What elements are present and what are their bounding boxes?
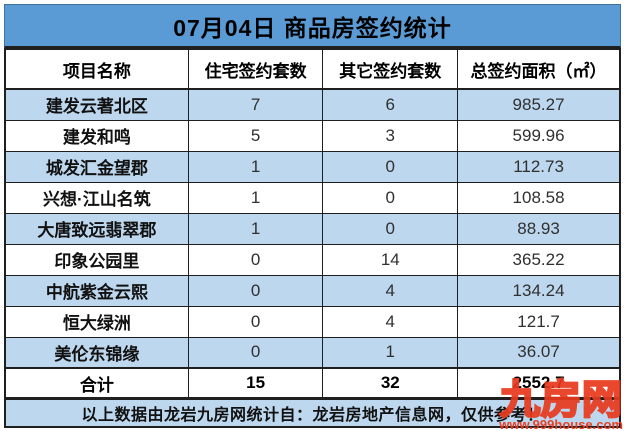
table-row: 兴想·江山名筑 1 0 108.58 bbox=[4, 181, 621, 214]
project-name: 兴想·江山名筑 bbox=[4, 181, 189, 214]
total-area: 134.24 bbox=[457, 274, 621, 307]
total-area-sum: 2552.7 bbox=[457, 367, 621, 399]
total-other-count: 32 bbox=[322, 367, 459, 399]
table-row: 中航紫金云熙 0 4 134.24 bbox=[4, 274, 621, 307]
total-area: 108.58 bbox=[457, 181, 621, 214]
other-count: 1 bbox=[322, 336, 459, 369]
residential-count: 7 bbox=[187, 88, 324, 121]
residential-count: 1 bbox=[187, 150, 324, 183]
col-header-project-name: 项目名称 bbox=[4, 48, 189, 90]
project-name: 印象公园里 bbox=[4, 243, 189, 276]
total-residential-count: 15 bbox=[187, 367, 324, 399]
table-row: 建发云著北区 7 6 985.27 bbox=[4, 88, 621, 121]
residential-count: 1 bbox=[187, 181, 324, 214]
other-count: 4 bbox=[322, 305, 459, 338]
residential-count: 0 bbox=[187, 243, 324, 276]
table-row: 大唐致远翡翠郡 1 0 88.93 bbox=[4, 212, 621, 245]
col-header-residential-units: 住宅签约套数 bbox=[187, 48, 324, 90]
other-count: 14 bbox=[322, 243, 459, 276]
table-row: 恒大绿洲 0 4 121.7 bbox=[4, 305, 621, 338]
project-name: 恒大绿洲 bbox=[4, 305, 189, 338]
other-count: 0 bbox=[322, 212, 459, 245]
project-name: 美伦东锦缘 bbox=[4, 336, 189, 369]
total-area: 365.22 bbox=[457, 243, 621, 276]
total-area: 985.27 bbox=[457, 88, 621, 121]
header-row: 项目名称 住宅签约套数 其它签约套数 总签约面积（㎡） bbox=[4, 48, 621, 90]
other-count: 6 bbox=[322, 88, 459, 121]
other-count: 0 bbox=[322, 181, 459, 214]
residential-count: 0 bbox=[187, 274, 324, 307]
project-name: 大唐致远翡翠郡 bbox=[4, 212, 189, 245]
total-area: 112.73 bbox=[457, 150, 621, 183]
total-area: 88.93 bbox=[457, 212, 621, 245]
total-row: 合计 15 32 2552.7 bbox=[4, 367, 621, 399]
other-count: 0 bbox=[322, 150, 459, 183]
other-count: 3 bbox=[322, 119, 459, 152]
total-label: 合计 bbox=[4, 367, 189, 399]
other-count: 4 bbox=[322, 274, 459, 307]
residential-count: 0 bbox=[187, 305, 324, 338]
total-area: 36.07 bbox=[457, 336, 621, 369]
residential-count: 5 bbox=[187, 119, 324, 152]
residential-count: 1 bbox=[187, 212, 324, 245]
table-row: 美伦东锦缘 0 1 36.07 bbox=[4, 336, 621, 369]
project-name: 中航紫金云熙 bbox=[4, 274, 189, 307]
project-name: 建发和鸣 bbox=[4, 119, 189, 152]
signing-stats-table: 项目名称 住宅签约套数 其它签约套数 总签约面积（㎡） 建发云著北区 7 6 9… bbox=[4, 48, 621, 399]
project-name: 建发云著北区 bbox=[4, 88, 189, 121]
stats-sheet: 07月04日 商品房签约统计 项目名称 住宅签约套数 其它签约套数 总签约面积（… bbox=[4, 4, 623, 431]
total-area: 599.96 bbox=[457, 119, 621, 152]
total-area: 121.7 bbox=[457, 305, 621, 338]
col-header-other-units: 其它签约套数 bbox=[322, 48, 459, 90]
table-row: 建发和鸣 5 3 599.96 bbox=[4, 119, 621, 152]
project-name: 城发汇金望郡 bbox=[4, 150, 189, 183]
col-header-total-area: 总签约面积（㎡） bbox=[457, 48, 621, 90]
data-source-note: 以上数据由龙岩九房网统计自：龙岩房地产信息网，仅供参考！ bbox=[4, 399, 621, 428]
page-title: 07月04日 商品房签约统计 bbox=[4, 4, 621, 48]
table-row: 印象公园里 0 14 365.22 bbox=[4, 243, 621, 276]
table-row: 城发汇金望郡 1 0 112.73 bbox=[4, 150, 621, 183]
residential-count: 0 bbox=[187, 336, 324, 369]
